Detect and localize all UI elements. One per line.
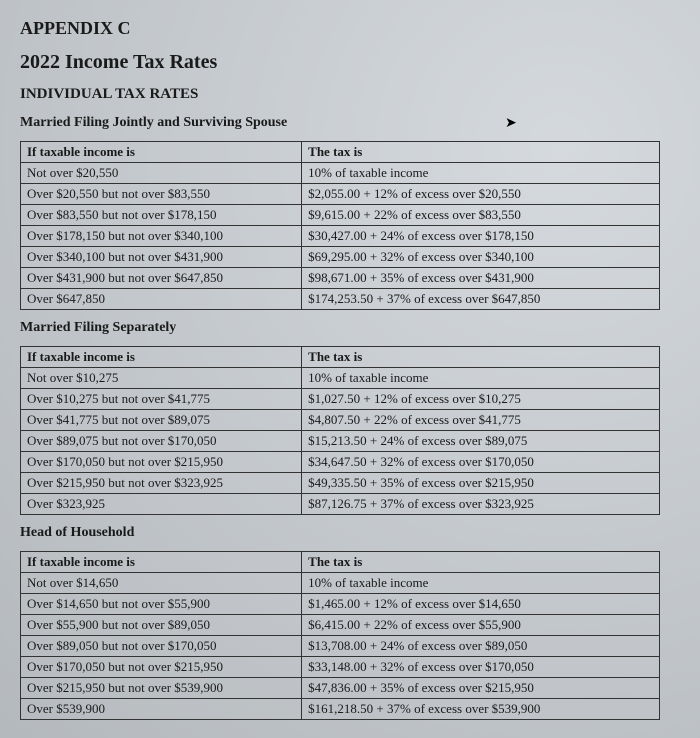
table-row: Over $215,950 but not over $539,900$47,8… [21,678,660,699]
tax-calc-cell: $4,807.50 + 22% of excess over $41,775 [302,410,660,431]
income-range-cell: Not over $20,550 [21,163,302,184]
table-row: Not over $14,65010% of taxable income [21,573,660,594]
column-header-income: If taxable income is [21,347,302,368]
income-range-cell: Over $170,050 but not over $215,950 [21,452,302,473]
tax-calc-cell: $98,671.00 + 35% of excess over $431,900 [302,268,660,289]
table-row: Not over $20,55010% of taxable income [21,163,660,184]
column-header-tax: The tax is [302,347,660,368]
income-range-cell: Over $89,050 but not over $170,050 [21,636,302,657]
table-row: Over $170,050 but not over $215,950$34,6… [21,452,660,473]
column-header-tax: The tax is [302,552,660,573]
income-range-cell: Over $55,900 but not over $89,050 [21,615,302,636]
column-header-tax: The tax is [302,142,660,163]
table-row: Over $170,050 but not over $215,950$33,1… [21,657,660,678]
tax-calc-cell: 10% of taxable income [302,163,660,184]
income-range-cell: Over $41,775 but not over $89,075 [21,410,302,431]
appendix-label: APPENDIX C [20,18,680,39]
income-range-cell: Over $431,900 but not over $647,850 [21,268,302,289]
tax-calc-cell: $87,126.75 + 37% of excess over $323,925 [302,494,660,515]
table-row: Over $89,075 but not over $170,050$15,21… [21,431,660,452]
income-range-cell: Over $340,100 but not over $431,900 [21,247,302,268]
income-range-cell: Over $170,050 but not over $215,950 [21,657,302,678]
column-header-income: If taxable income is [21,142,302,163]
filing-status-heading: Married Filing Jointly and Surviving Spo… [20,115,680,131]
tax-bracket-table: If taxable income isThe tax isNot over $… [20,141,660,310]
income-range-cell: Over $539,900 [21,699,302,720]
income-range-cell: Over $323,925 [21,494,302,515]
table-row: Over $539,900$161,218.50 + 37% of excess… [21,699,660,720]
income-range-cell: Over $14,650 but not over $55,900 [21,594,302,615]
table-row: Over $340,100 but not over $431,900$69,2… [21,247,660,268]
tax-calc-cell: $161,218.50 + 37% of excess over $539,90… [302,699,660,720]
table-row: Over $89,050 but not over $170,050$13,70… [21,636,660,657]
tax-calc-cell: $69,295.00 + 32% of excess over $340,100 [302,247,660,268]
income-range-cell: Over $215,950 but not over $323,925 [21,473,302,494]
filing-status-heading: Head of Household [20,525,680,541]
page-title: 2022 Income Tax Rates [20,51,680,74]
section-heading: INDIVIDUAL TAX RATES [20,86,680,103]
income-range-cell: Not over $10,275 [21,368,302,389]
tax-calc-cell: $2,055.00 + 12% of excess over $20,550 [302,184,660,205]
tax-calc-cell: $30,427.00 + 24% of excess over $178,150 [302,226,660,247]
table-row: Not over $10,27510% of taxable income [21,368,660,389]
table-row: Over $431,900 but not over $647,850$98,6… [21,268,660,289]
table-row: Over $647,850$174,253.50 + 37% of excess… [21,289,660,310]
tax-calc-cell: $49,335.50 + 35% of excess over $215,950 [302,473,660,494]
table-row: Over $20,550 but not over $83,550$2,055.… [21,184,660,205]
table-row: Over $14,650 but not over $55,900$1,465.… [21,594,660,615]
tax-bracket-table: If taxable income isThe tax isNot over $… [20,346,660,515]
tax-calc-cell: $1,465.00 + 12% of excess over $14,650 [302,594,660,615]
tax-calc-cell: $6,415.00 + 22% of excess over $55,900 [302,615,660,636]
income-range-cell: Over $89,075 but not over $170,050 [21,431,302,452]
tax-calc-cell: $9,615.00 + 22% of excess over $83,550 [302,205,660,226]
income-range-cell: Not over $14,650 [21,573,302,594]
table-row: Over $178,150 but not over $340,100$30,4… [21,226,660,247]
table-row: Over $83,550 but not over $178,150$9,615… [21,205,660,226]
table-row: Over $41,775 but not over $89,075$4,807.… [21,410,660,431]
tax-calc-cell: $13,708.00 + 24% of excess over $89,050 [302,636,660,657]
income-range-cell: Over $83,550 but not over $178,150 [21,205,302,226]
tax-calc-cell: $1,027.50 + 12% of excess over $10,275 [302,389,660,410]
income-range-cell: Over $178,150 but not over $340,100 [21,226,302,247]
table-row: Over $323,925$87,126.75 + 37% of excess … [21,494,660,515]
tax-calc-cell: $33,148.00 + 32% of excess over $170,050 [302,657,660,678]
table-row: Over $10,275 but not over $41,775$1,027.… [21,389,660,410]
tax-tables-container: Married Filing Jointly and Surviving Spo… [20,115,680,720]
column-header-income: If taxable income is [21,552,302,573]
tax-calc-cell: $15,213.50 + 24% of excess over $89,075 [302,431,660,452]
filing-status-heading: Married Filing Separately [20,320,680,336]
income-range-cell: Over $10,275 but not over $41,775 [21,389,302,410]
income-range-cell: Over $647,850 [21,289,302,310]
table-row: Over $55,900 but not over $89,050$6,415.… [21,615,660,636]
income-range-cell: Over $20,550 but not over $83,550 [21,184,302,205]
tax-calc-cell: $47,836.00 + 35% of excess over $215,950 [302,678,660,699]
tax-calc-cell: 10% of taxable income [302,573,660,594]
table-row: Over $215,950 but not over $323,925$49,3… [21,473,660,494]
tax-bracket-table: If taxable income isThe tax isNot over $… [20,551,660,720]
income-range-cell: Over $215,950 but not over $539,900 [21,678,302,699]
tax-calc-cell: $174,253.50 + 37% of excess over $647,85… [302,289,660,310]
tax-calc-cell: $34,647.50 + 32% of excess over $170,050 [302,452,660,473]
tax-calc-cell: 10% of taxable income [302,368,660,389]
